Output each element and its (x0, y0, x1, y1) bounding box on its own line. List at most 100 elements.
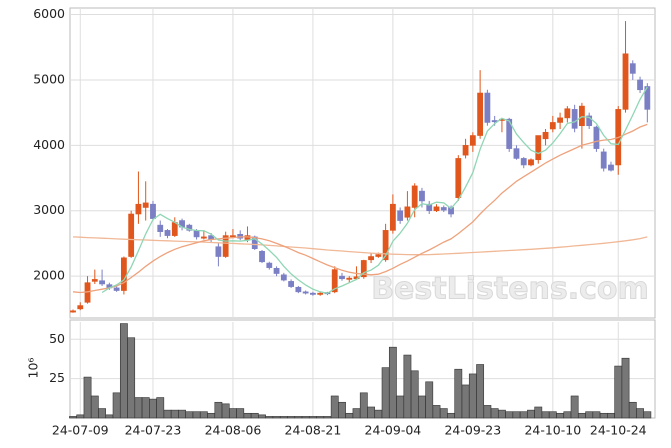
candle-body (120, 257, 127, 291)
volume-bar (272, 416, 281, 419)
volume-bar (221, 403, 230, 419)
volume-bar (512, 411, 521, 419)
volume-bar (294, 416, 303, 419)
volume-bar (323, 416, 332, 419)
candle-body (339, 275, 345, 280)
volume-bar (570, 395, 579, 419)
volume-bar (83, 376, 92, 419)
candle-body (600, 151, 607, 169)
volume-bar (483, 405, 492, 419)
volume-bar (599, 412, 608, 419)
volume-bar (461, 384, 470, 419)
candle-body (317, 292, 324, 295)
candle-body (411, 185, 418, 208)
candle-body (150, 203, 156, 219)
volume-bar (556, 412, 564, 419)
candle-body (549, 122, 556, 130)
volume-bar (207, 412, 216, 419)
x-tick-label: 24-10-10 (524, 423, 581, 438)
volume-bar (534, 406, 543, 419)
candle-body (469, 135, 476, 146)
y-tick-label: 6000 (33, 6, 65, 21)
volume-bar (621, 357, 630, 419)
y-tick-label: 25 (49, 370, 65, 385)
volume-bar (330, 395, 339, 419)
candle-body (571, 109, 578, 129)
candle-body (397, 210, 404, 221)
candle-body (520, 158, 527, 166)
volume-bar (309, 416, 317, 419)
candle-body (564, 108, 571, 119)
x-tick-label: 24-08-06 (205, 423, 262, 438)
candle-body (389, 203, 396, 231)
volume-bar (163, 409, 172, 419)
candle-body (433, 206, 440, 212)
candle-body (193, 230, 200, 238)
volume-bar (229, 408, 237, 419)
x-tick-label: 24-10-24 (590, 423, 647, 438)
y-tick-label: 5000 (33, 71, 65, 86)
volume-bar (388, 346, 397, 419)
volume-bar (69, 416, 77, 419)
volume-bar (192, 411, 201, 419)
candle-body (222, 235, 229, 257)
candle-body (128, 213, 135, 257)
volume-bar (90, 395, 99, 419)
volume-bar (468, 373, 477, 419)
candle-body (200, 236, 207, 239)
volume-bar (236, 408, 245, 419)
volume-bar (563, 411, 572, 419)
volume-bar (607, 412, 615, 419)
candle-body (375, 254, 382, 257)
volume-bar (585, 411, 594, 419)
volume-bar (265, 416, 274, 419)
candle-body (557, 117, 563, 123)
volume-bar (439, 408, 448, 419)
volume-bar (185, 411, 194, 419)
volume-bar (374, 409, 383, 419)
volume-bar (279, 416, 288, 419)
candle-body (528, 159, 534, 166)
volume-bar (636, 408, 644, 419)
volume-bar (141, 397, 150, 419)
volume-bar (519, 411, 528, 419)
volume-bar (127, 337, 136, 419)
volume-bar (592, 411, 601, 419)
volume-bar (316, 416, 325, 419)
candle-body (295, 286, 302, 293)
candle-body (644, 86, 651, 110)
volume-bar (432, 405, 441, 419)
volume-bar (425, 381, 434, 419)
moving-average-line (72, 236, 648, 256)
volume-bar (170, 409, 179, 419)
volume-bar (498, 409, 506, 419)
volume-bar (367, 406, 375, 419)
volume-bar (505, 411, 514, 419)
candle-body (593, 126, 600, 149)
moving-average-line (101, 86, 648, 294)
candle-body (484, 92, 491, 123)
volume-bar (541, 411, 550, 419)
candle-body (77, 305, 84, 310)
candle-body (608, 164, 614, 171)
candle-body (578, 105, 585, 127)
candle-body (266, 262, 273, 268)
candle-body (419, 190, 425, 202)
candle-body (164, 230, 171, 236)
candle-body (637, 79, 643, 91)
candle-body (426, 203, 433, 212)
candle-body (506, 118, 513, 149)
volume-bar (243, 412, 252, 419)
candle-body (251, 236, 258, 249)
volume-bar (76, 414, 85, 419)
volume-bar (352, 408, 361, 419)
volume-bar (403, 354, 412, 419)
candle-body (440, 207, 447, 211)
candle-body (629, 63, 636, 74)
volume-bar (199, 411, 208, 419)
volume-bar (628, 401, 637, 419)
candle-body (622, 53, 629, 110)
volume-bar (178, 409, 186, 419)
volume-bar (396, 395, 405, 419)
